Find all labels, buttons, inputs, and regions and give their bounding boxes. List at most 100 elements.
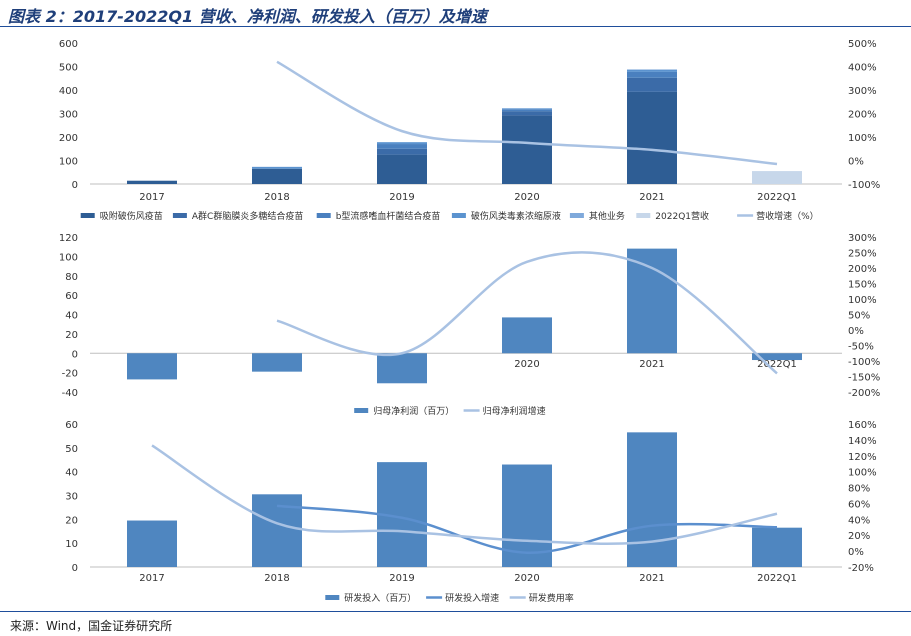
y-left-tick-label: 400: [59, 86, 78, 97]
category-tick-label: 2018: [264, 192, 289, 203]
net-profit-chart: 120 100 80 60 40 20 0 -20 -40 300% 250% 200% 150% 100…: [59, 233, 880, 417]
revenue-chart: 600 500 400 300 200 100 0 500% 400% 300% 200% 100% 0…: [59, 39, 880, 222]
revenue-bar-segment: [627, 71, 677, 78]
figure-title-bar: 图表 2：2017-2022Q1 营收、净利润、研发投入（百万）及增速: [0, 0, 911, 27]
y-right-tick-label: 160%: [848, 420, 877, 431]
net-profit-bar: [752, 353, 802, 361]
legend-swatch: [569, 213, 584, 218]
rnd-chart: 60 50 40 30 20 10 0 160% 140% 120% 100% 80% 60% 40% 20…: [65, 420, 876, 604]
charts-canvas: 6005004003002001000500%400%300%200%100%0…: [59, 39, 880, 604]
legend-swatch: [636, 213, 651, 218]
legend-label: 归母净利润（百万）: [373, 405, 454, 417]
legend-label: 破伤风类毒素浓缩原液: [471, 210, 561, 222]
category-tick-label: 2020: [514, 573, 539, 584]
y-left-tick-label: 50: [65, 444, 78, 455]
legend-label: 归母净利润增速: [483, 405, 546, 417]
y-right-tick-label: 0%: [848, 157, 864, 168]
y-left-tick-label: 100: [59, 157, 78, 168]
y-left-tick-label: 80: [65, 272, 78, 283]
y-left-tick-label: 40: [65, 311, 78, 322]
y-right-tick-label: 500%: [848, 39, 877, 50]
revenue-bar-segment: [377, 142, 427, 145]
legend-swatch: [316, 213, 331, 218]
category-tick-label: 2021: [639, 192, 664, 203]
y-left-tick-label: 0: [72, 180, 78, 191]
y-right-tick-label: 0%: [848, 547, 864, 558]
revenue-bar-segment: [502, 111, 552, 116]
rnd-expense-ratio-line: [151, 444, 778, 546]
category-tick-label: 2021: [639, 359, 664, 370]
y-left-tick-label: 300: [59, 110, 78, 121]
category-tick-label: 2022Q1: [757, 192, 797, 203]
legend-swatch: [451, 213, 466, 218]
y-left-tick-label: 60: [65, 291, 78, 302]
category-tick-label: 2019: [389, 573, 414, 584]
legend-label: 研发投入增速: [445, 592, 499, 604]
y-left-tick-label: 200: [59, 133, 78, 144]
y-right-tick-label: 100%: [848, 295, 877, 306]
y-right-tick-label: 50%: [848, 311, 870, 322]
rnd-growth-line: [276, 504, 778, 554]
y-left-tick-label: 0: [72, 349, 78, 360]
net-profit-bar: [377, 353, 427, 384]
rnd-bar: [752, 527, 802, 567]
y-left-tick-label: 100: [59, 252, 78, 263]
legend-swatch: [80, 213, 95, 218]
y-right-tick-label: 40%: [848, 515, 870, 526]
y-left-tick-label: -40: [62, 388, 78, 399]
y-left-tick-label: 600: [59, 39, 78, 50]
category-tick-label: 2020: [514, 359, 539, 370]
rnd-bar: [252, 494, 302, 567]
net-profit-bar: [252, 353, 302, 372]
category-tick-label: 2019: [389, 192, 414, 203]
legend-label: b型流感嗜血杆菌结合疫苗: [336, 210, 441, 222]
revenue-bar-segment: [252, 168, 302, 184]
category-tick-label: 2022Q1: [757, 573, 797, 584]
category-tick-label: 2017: [139, 573, 164, 584]
category-tick-label: 2017: [139, 192, 164, 203]
legend-swatch: [354, 408, 369, 413]
y-right-tick-label: 20%: [848, 531, 870, 542]
legend-label: 吸附破伤风疫苗: [100, 210, 163, 222]
net-profit-growth-line: [276, 251, 778, 375]
category-tick-label: 2018: [264, 573, 289, 584]
net-profit-bar: [502, 317, 552, 354]
legend-label: 2022Q1营收: [655, 210, 709, 222]
y-right-tick-label: 140%: [848, 436, 877, 447]
y-right-tick-label: 0%: [848, 326, 864, 337]
y-right-tick-label: -20%: [848, 563, 874, 574]
y-right-tick-label: 120%: [848, 452, 877, 463]
revenue-bar-segment: [502, 108, 552, 110]
revenue-bar-segment: [502, 115, 552, 184]
y-left-tick-label: 30: [65, 492, 78, 503]
legend-label: 其他业务: [589, 210, 625, 222]
y-left-tick-label: -20: [62, 369, 78, 380]
legend-label: 研发投入（百万）: [344, 592, 416, 604]
y-right-tick-label: 100%: [848, 133, 877, 144]
y-left-tick-label: 120: [59, 233, 78, 244]
revenue-bar-segment: [627, 77, 677, 92]
category-tick-label: 2020: [514, 192, 539, 203]
y-left-tick-label: 20: [65, 515, 78, 526]
revenue-bar-segment: [377, 148, 427, 155]
y-right-tick-label: 300%: [848, 233, 877, 244]
y-left-tick-label: 40: [65, 468, 78, 479]
net-profit-bar: [127, 353, 177, 380]
legend-swatch: [172, 213, 187, 218]
y-right-tick-label: 200%: [848, 264, 877, 275]
revenue-bar-segment: [627, 69, 677, 72]
y-right-tick-label: -100%: [848, 357, 880, 368]
revenue-bar-segment: [377, 154, 427, 184]
legend-label: A群C群脑膜炎多糖结合疫苗: [192, 210, 303, 222]
legend-label: 研发费用率: [529, 592, 574, 604]
y-right-tick-label: -50%: [848, 342, 874, 353]
y-left-tick-label: 20: [65, 330, 78, 341]
y-left-tick-label: 60: [65, 420, 78, 431]
category-tick-label: 2022Q1: [757, 359, 797, 370]
revenue-growth-line: [276, 60, 778, 166]
source-note: 来源：Wind，国金证券研究所: [10, 619, 173, 633]
y-right-tick-label: 150%: [848, 280, 877, 291]
y-right-tick-label: 400%: [848, 63, 877, 74]
y-right-tick-label: -200%: [848, 388, 880, 399]
figure-title: 图表 2：2017-2022Q1 营收、净利润、研发投入（百万）及增速: [8, 7, 487, 26]
